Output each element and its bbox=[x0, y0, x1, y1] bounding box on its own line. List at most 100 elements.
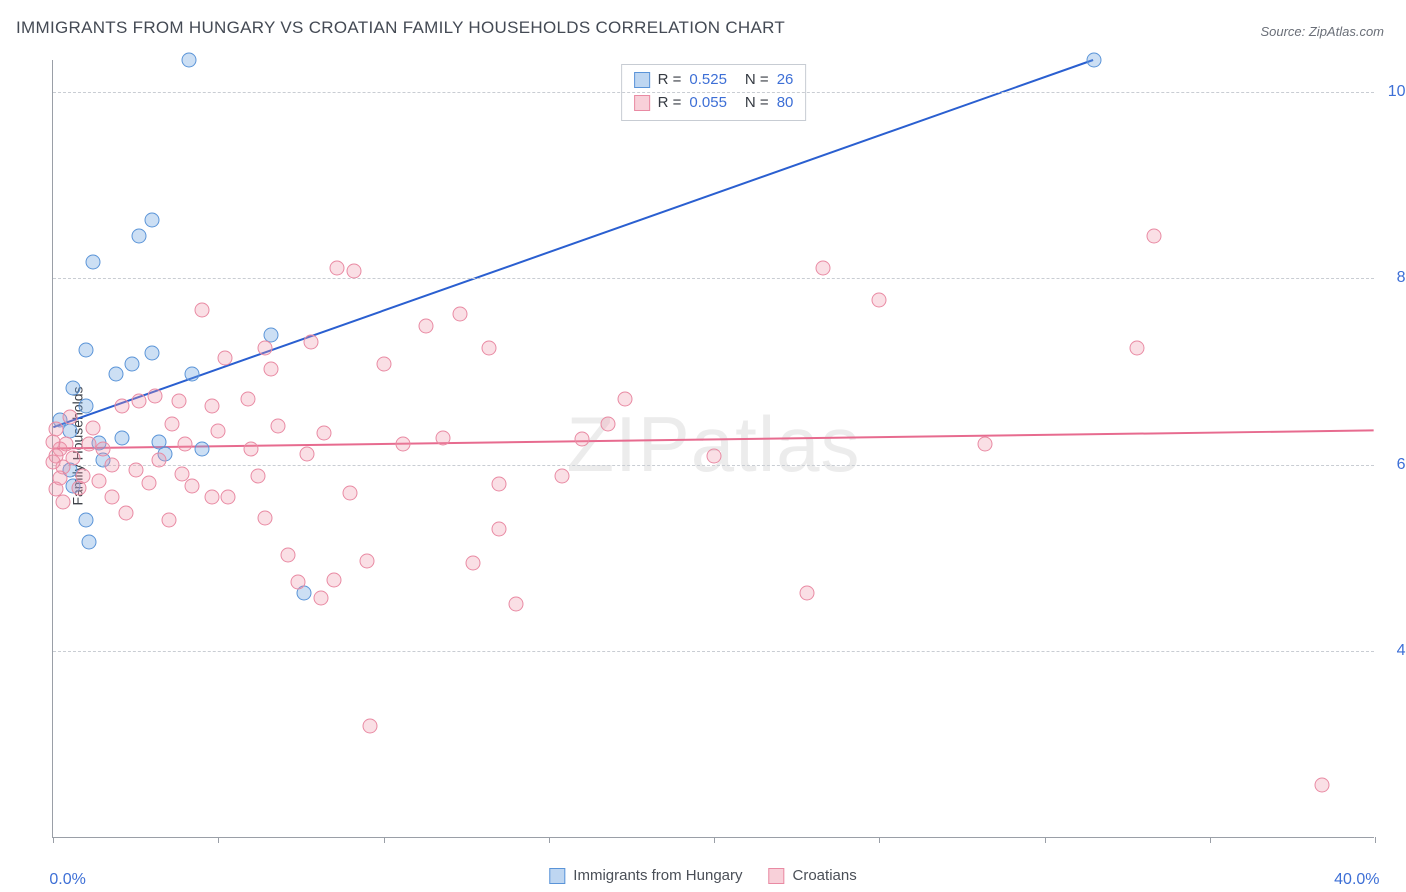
gridline-h bbox=[53, 465, 1374, 466]
gridline-h bbox=[53, 92, 1374, 93]
data-point bbox=[250, 468, 265, 483]
data-point bbox=[85, 255, 100, 270]
data-point bbox=[115, 399, 130, 414]
trend-line bbox=[53, 60, 1093, 427]
data-point bbox=[452, 306, 467, 321]
data-point bbox=[178, 436, 193, 451]
data-point bbox=[128, 463, 143, 478]
data-point bbox=[161, 513, 176, 528]
data-point bbox=[359, 553, 374, 568]
x-tick bbox=[218, 837, 219, 843]
data-point bbox=[482, 340, 497, 355]
data-point bbox=[257, 511, 272, 526]
legend-swatch bbox=[549, 868, 565, 884]
data-point bbox=[79, 513, 94, 528]
data-point bbox=[184, 367, 199, 382]
data-point bbox=[55, 495, 70, 510]
data-point bbox=[816, 260, 831, 275]
data-point bbox=[1315, 777, 1330, 792]
legend-swatch bbox=[769, 868, 785, 884]
data-point bbox=[194, 442, 209, 457]
data-point bbox=[217, 351, 232, 366]
data-point bbox=[280, 547, 295, 562]
data-point bbox=[52, 470, 67, 485]
data-point bbox=[85, 420, 100, 435]
data-point bbox=[95, 442, 110, 457]
x-tick bbox=[879, 837, 880, 843]
data-point bbox=[363, 719, 378, 734]
data-point bbox=[65, 381, 80, 396]
data-point bbox=[151, 452, 166, 467]
gridline-h bbox=[53, 278, 1374, 279]
gridline-h bbox=[53, 651, 1374, 652]
data-point bbox=[92, 473, 107, 488]
data-point bbox=[171, 394, 186, 409]
data-point bbox=[396, 436, 411, 451]
data-point bbox=[131, 394, 146, 409]
plot-area: ZIPatlas R =0.525N =26R =0.055N =80 47.5… bbox=[52, 60, 1374, 838]
data-point bbox=[118, 505, 133, 520]
x-tick-label: 40.0% bbox=[1334, 871, 1379, 889]
data-point bbox=[82, 534, 97, 549]
data-point bbox=[244, 442, 259, 457]
data-point bbox=[145, 212, 160, 227]
data-point bbox=[194, 303, 209, 318]
data-point bbox=[1146, 228, 1161, 243]
data-point bbox=[574, 432, 589, 447]
data-point bbox=[346, 264, 361, 279]
data-point bbox=[131, 228, 146, 243]
x-tick bbox=[1375, 837, 1376, 843]
data-point bbox=[145, 346, 160, 361]
data-point bbox=[46, 454, 61, 469]
data-point bbox=[290, 575, 305, 590]
data-point bbox=[49, 421, 64, 436]
data-point bbox=[108, 367, 123, 382]
chart-title: IMMIGRANTS FROM HUNGARY VS CROATIAN FAMI… bbox=[16, 18, 785, 38]
data-point bbox=[141, 476, 156, 491]
x-tick bbox=[549, 837, 550, 843]
data-point bbox=[62, 410, 77, 425]
data-point bbox=[82, 436, 97, 451]
x-tick bbox=[1210, 837, 1211, 843]
data-point bbox=[465, 556, 480, 571]
x-tick bbox=[714, 837, 715, 843]
data-point bbox=[257, 340, 272, 355]
data-point bbox=[330, 260, 345, 275]
x-tick bbox=[384, 837, 385, 843]
data-point bbox=[115, 431, 130, 446]
data-point bbox=[978, 436, 993, 451]
data-point bbox=[105, 457, 120, 472]
legend-label: Immigrants from Hungary bbox=[573, 867, 742, 884]
x-tick-label: 0.0% bbox=[49, 871, 85, 889]
data-point bbox=[326, 573, 341, 588]
y-tick-label: 47.5% bbox=[1397, 642, 1406, 660]
data-point bbox=[300, 447, 315, 462]
data-point bbox=[376, 356, 391, 371]
legend-item: Croatians bbox=[769, 867, 857, 884]
data-point bbox=[317, 426, 332, 441]
y-tick-label: 82.5% bbox=[1397, 269, 1406, 287]
data-point bbox=[492, 477, 507, 492]
data-point bbox=[79, 342, 94, 357]
data-point bbox=[264, 362, 279, 377]
data-point bbox=[204, 399, 219, 414]
data-point bbox=[799, 585, 814, 600]
data-point bbox=[492, 521, 507, 536]
data-point bbox=[184, 479, 199, 494]
data-point bbox=[148, 388, 163, 403]
data-point bbox=[65, 450, 80, 465]
data-point bbox=[707, 449, 722, 464]
x-tick bbox=[53, 837, 54, 843]
data-point bbox=[46, 434, 61, 449]
data-point bbox=[204, 489, 219, 504]
data-point bbox=[617, 391, 632, 406]
y-tick-label: 100.0% bbox=[1388, 83, 1406, 101]
data-point bbox=[508, 596, 523, 611]
data-point bbox=[240, 391, 255, 406]
data-point bbox=[343, 485, 358, 500]
data-point bbox=[1087, 53, 1102, 68]
x-tick bbox=[1045, 837, 1046, 843]
data-point bbox=[211, 423, 226, 438]
data-point bbox=[270, 418, 285, 433]
data-point bbox=[181, 53, 196, 68]
